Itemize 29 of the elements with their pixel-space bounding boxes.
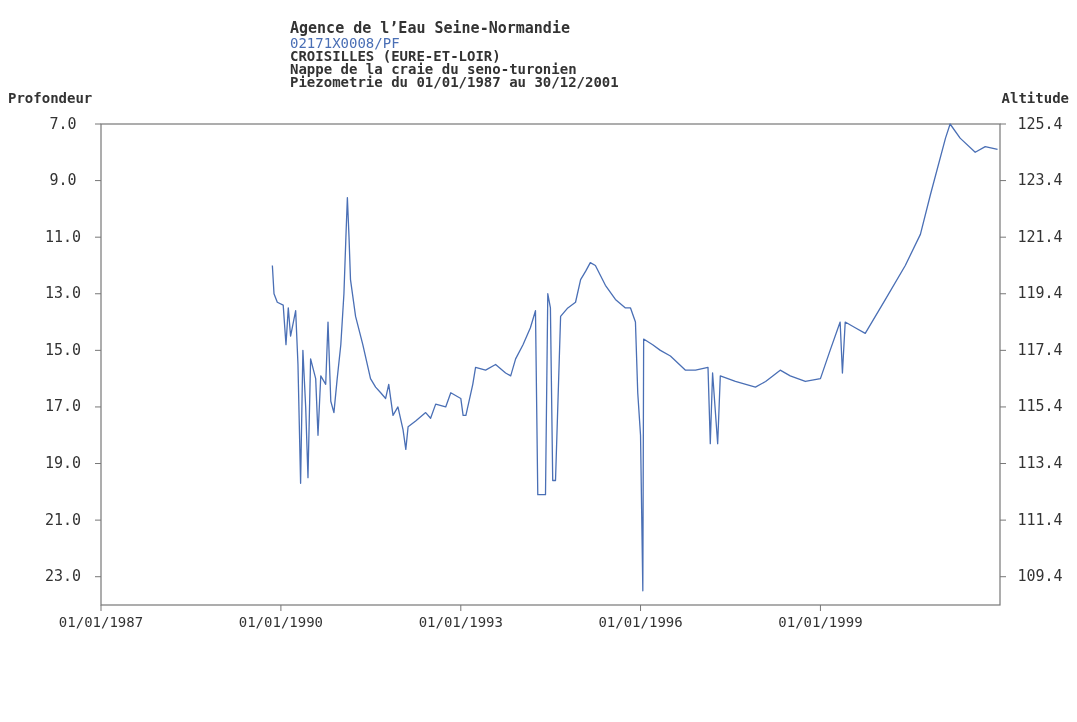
y-tick-label: 23.0 xyxy=(44,567,82,586)
y2-tick-label: 125.4 xyxy=(1017,114,1063,133)
x-tick-label: 01/01/1993 xyxy=(418,614,503,630)
y2-tick-label: 121.4 xyxy=(1017,227,1063,246)
y2-tick-label: 119.4 xyxy=(1017,284,1063,303)
x-tick-label: 01/01/1987 xyxy=(58,614,144,630)
y-tick-label: 9.0 xyxy=(49,171,77,190)
text: Piezometrie du 01/01/1987 au 30/12/2001 xyxy=(290,74,619,90)
y2-axis-title: Altitude xyxy=(1001,90,1069,106)
y2-tick-label: 115.4 xyxy=(1017,397,1063,416)
chart-title: Agence de l’Eau Seine-Normandie xyxy=(290,19,570,37)
y-tick-label: 13.0 xyxy=(44,284,82,303)
y-tick-label: 11.0 xyxy=(44,227,82,246)
chart-subtitle: 02171X0008/PF xyxy=(290,35,400,51)
x-tick-label: 01/01/1999 xyxy=(778,614,863,630)
y-tick-label: 19.0 xyxy=(44,454,82,473)
y2-tick-label: 123.4 xyxy=(1017,171,1063,190)
y2-tick-label: 109.4 xyxy=(1017,567,1063,586)
line-series xyxy=(271,123,999,592)
y-tick-label: 15.0 xyxy=(44,340,82,359)
y-tick-label: 17.0 xyxy=(44,397,82,416)
y-axis-title: Profondeur xyxy=(8,90,93,106)
x-tick-label: 01/01/1990 xyxy=(238,614,324,630)
y-tick-label: 21.0 xyxy=(44,510,82,529)
y2-tick-label: 111.4 xyxy=(1017,510,1063,529)
y-tick-label: 7.0 xyxy=(49,114,77,133)
y2-tick-label: 117.4 xyxy=(1017,340,1063,359)
y2-tick-label: 113.4 xyxy=(1017,454,1063,473)
x-tick-label: 01/01/1996 xyxy=(598,614,683,630)
